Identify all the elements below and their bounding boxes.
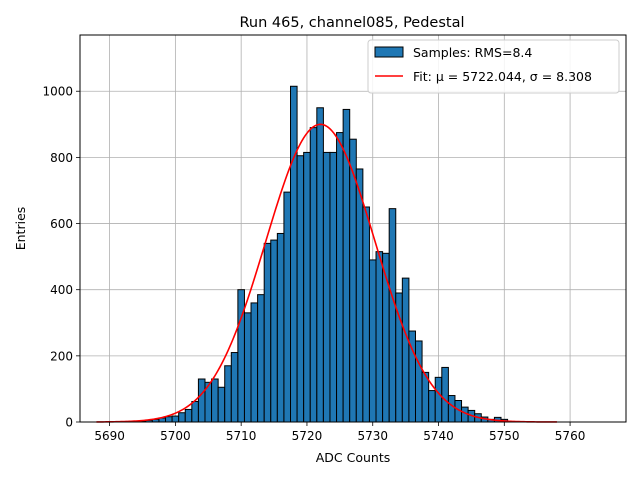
histogram-bar: [276, 232, 285, 423]
x-tick-label: 5690: [94, 429, 125, 443]
legend-box: [367, 39, 620, 94]
histogram-bar: [165, 416, 173, 423]
histogram-bar: [388, 208, 397, 423]
histogram-bar: [329, 151, 338, 423]
legend-label-fit: Fit: μ = 5722.044, σ = 8.308: [413, 69, 592, 84]
histogram-bar: [441, 366, 449, 423]
histogram-bar: [428, 390, 436, 423]
y-axis-ticks: 0 200 400 600 800 1000: [42, 85, 80, 430]
histogram-bar: [296, 155, 305, 423]
histogram-bar: [270, 239, 278, 423]
histogram-bar: [250, 302, 259, 423]
y-tick-label: 800: [50, 151, 73, 165]
y-tick-label: 0: [65, 416, 73, 430]
x-tick-label: 5730: [357, 429, 388, 443]
histogram-bar: [290, 85, 298, 423]
histogram-bar: [211, 378, 219, 423]
x-tick-label: 5760: [555, 429, 586, 443]
x-tick-label: 5740: [423, 429, 454, 443]
histogram-bar: [303, 151, 311, 423]
x-axis-ticks: 5690 5700 5710 5720 5730 5740 5750 5760: [94, 422, 585, 443]
histogram-bar: [171, 415, 180, 423]
histogram-bar: [368, 259, 377, 423]
histogram-bar: [447, 395, 456, 423]
chart-title: Run 465, channel085, Pedestal: [239, 15, 464, 31]
histogram-bar: [434, 376, 443, 423]
y-tick-label: 600: [50, 217, 73, 231]
x-axis-label: ADC Counts: [316, 450, 391, 465]
histogram-bar: [224, 365, 232, 423]
histogram-bar: [362, 206, 370, 423]
y-tick-label: 200: [50, 349, 73, 363]
histogram-bar: [191, 400, 199, 423]
legend-swatch-histogram: [374, 46, 404, 58]
histogram-bar: [355, 168, 364, 423]
histogram-bar: [263, 242, 272, 423]
histogram-bar: [401, 277, 410, 423]
y-tick-label: 400: [50, 283, 73, 297]
axes-frame: [79, 34, 627, 423]
histogram-bar: [230, 352, 239, 423]
histogram-bar: [375, 251, 384, 423]
histogram-bar: [316, 107, 324, 423]
histogram-bar: [178, 412, 186, 423]
histogram-bar: [283, 191, 292, 423]
histogram-bar: [309, 127, 318, 423]
histogram-bars: [138, 85, 509, 423]
histogram-bar: [257, 294, 265, 423]
histogram-bar: [243, 312, 252, 423]
legend-label-histogram: Samples: RMS=8.4: [413, 45, 532, 60]
x-tick-label: 5750: [489, 429, 520, 443]
x-tick-label: 5710: [226, 429, 257, 443]
x-tick-label: 5700: [160, 429, 191, 443]
x-tick-label: 5720: [292, 429, 323, 443]
histogram-bar: [184, 408, 193, 423]
histogram-bar: [217, 386, 226, 423]
histogram-bar: [322, 151, 331, 423]
y-tick-label: 1000: [42, 85, 73, 99]
fit-curve: [96, 123, 557, 423]
histogram-bar: [414, 340, 423, 423]
legend: Samples: RMS=8.4 Fit: μ = 5722.044, σ = …: [367, 39, 620, 94]
histogram-bar: [197, 378, 206, 423]
histogram-bar: [336, 132, 344, 423]
histogram-bar: [395, 292, 403, 423]
y-axis-label: Entries: [13, 207, 28, 251]
